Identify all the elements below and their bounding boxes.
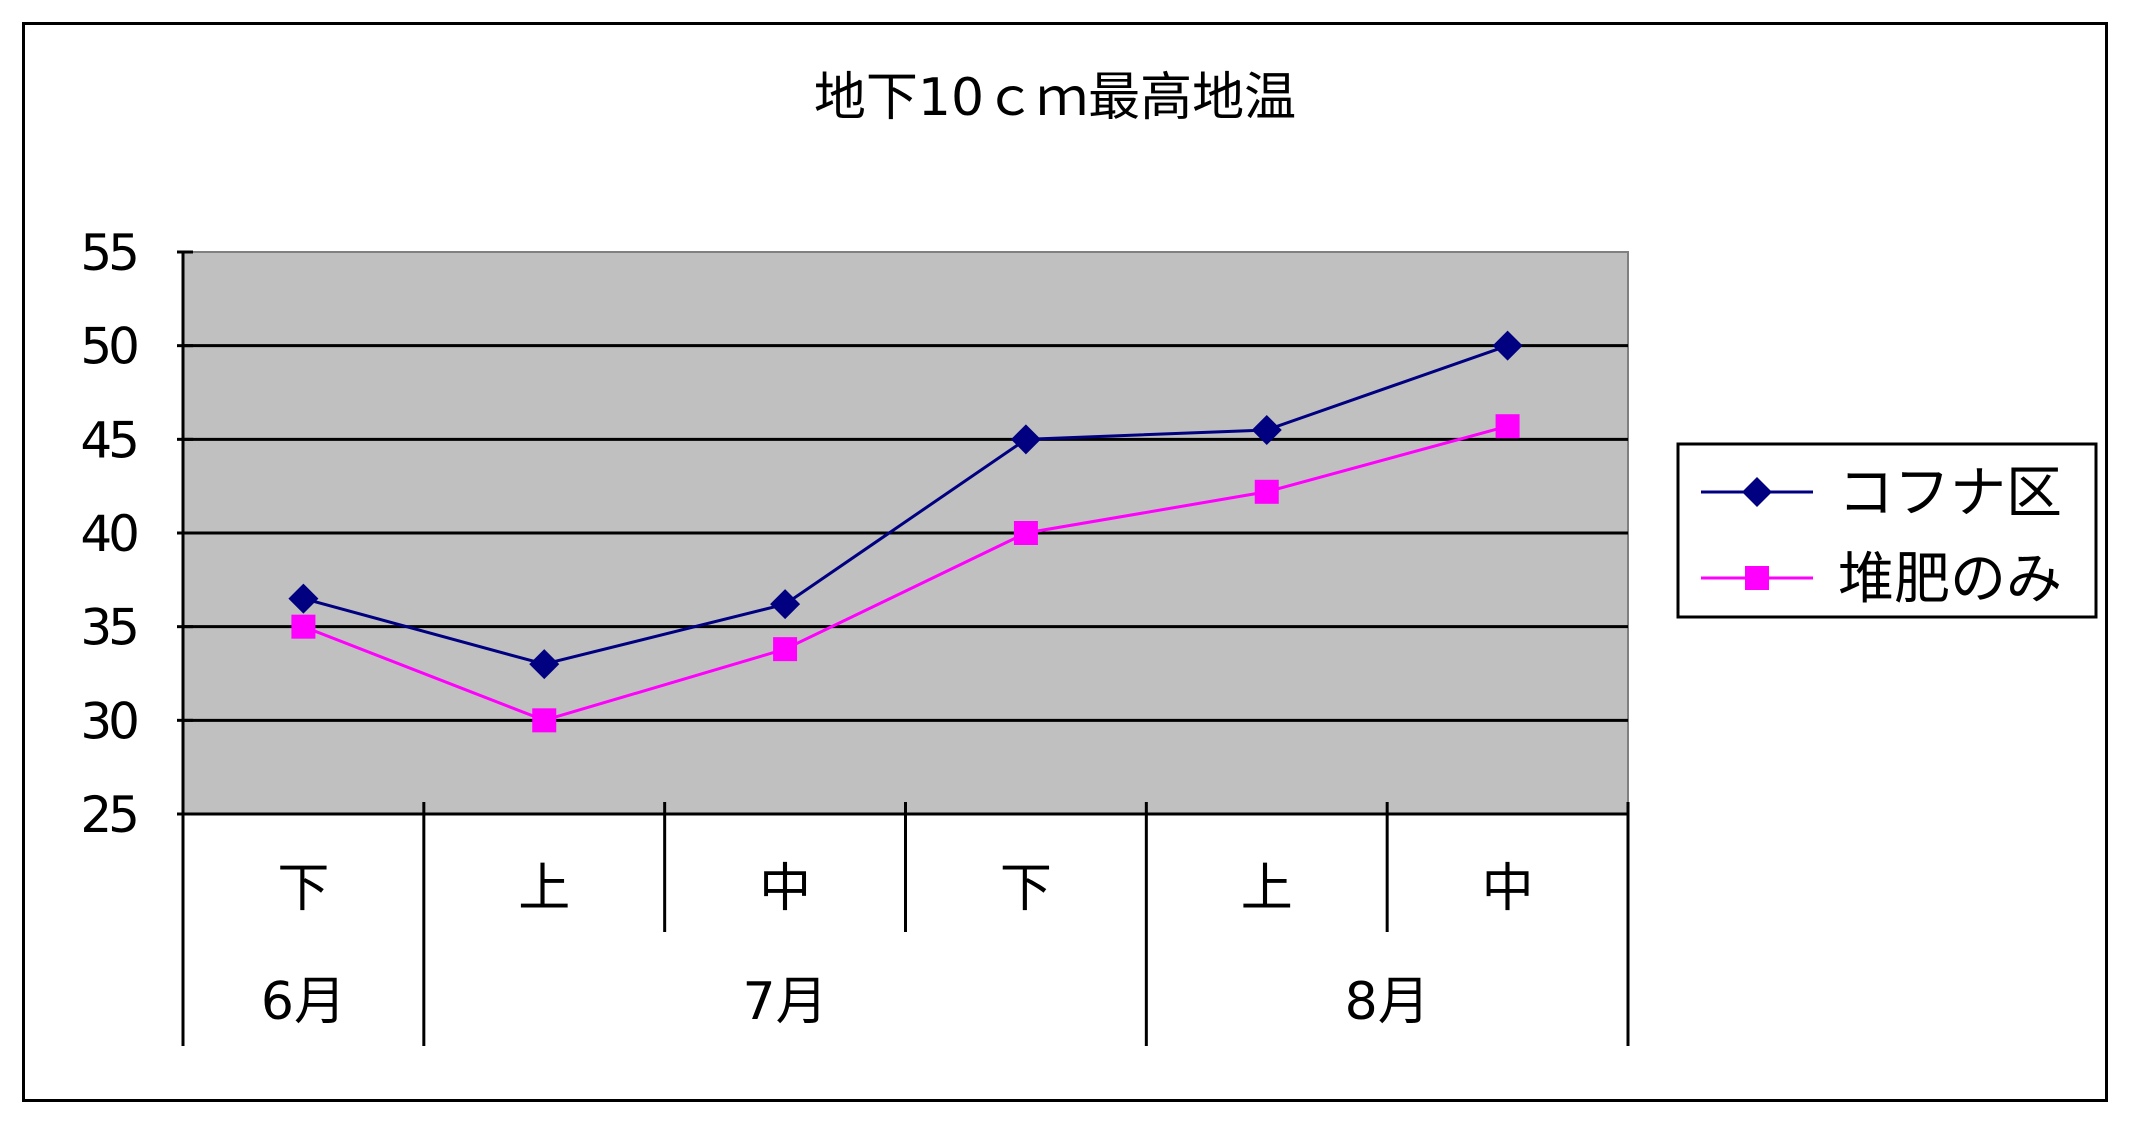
series-square: [291, 414, 1520, 733]
series-diamond: [288, 330, 1523, 680]
data-point-diamond: [288, 583, 319, 614]
data-point-square: [532, 708, 557, 733]
data-point-diamond: [1251, 414, 1282, 445]
x-tick-label: 上: [1241, 859, 1293, 919]
series-line: [302, 424, 1508, 722]
y-tick-label: 35: [80, 599, 136, 657]
data-point-square: [773, 637, 798, 662]
x-group-label: 6月: [261, 972, 346, 1032]
legend-label: コフナ区: [1838, 461, 2062, 526]
y-tick-label: 55: [80, 224, 136, 282]
legend-marker-square: [1745, 566, 1769, 590]
x-group-label: 8月: [1345, 972, 1430, 1032]
chart-title: 地下10ｃｍ最高地温: [814, 68, 1296, 128]
data-point-diamond: [770, 589, 801, 620]
x-tick-label: 下: [277, 859, 329, 919]
x-tick-label: 下: [1000, 859, 1052, 919]
x-tick-label: 中: [1482, 859, 1534, 919]
series-layer: [288, 330, 1523, 733]
x-axis: 下 上 中 下 上 中 6月 7月 8月: [181, 802, 1630, 1046]
y-axis: 25 30 35 40 45 50 55: [80, 224, 193, 844]
legend-marker-diamond: [1742, 477, 1772, 507]
gridlines: [183, 344, 1628, 722]
data-point-square: [291, 614, 316, 639]
x-tick-label: 中: [759, 859, 811, 919]
data-point-diamond: [1010, 424, 1041, 455]
data-point-diamond: [1492, 330, 1523, 361]
x-tick-label: 上: [518, 859, 570, 919]
data-point-diamond: [529, 649, 560, 680]
y-tick-label: 25: [80, 786, 136, 844]
y-tick-label: 40: [80, 505, 137, 563]
series-line: [303, 344, 1509, 666]
y-tick-label: 30: [80, 692, 137, 750]
legend-label: 堆肥のみ: [1838, 547, 2062, 612]
data-point-square: [1013, 521, 1038, 545]
data-point-square: [1254, 479, 1279, 504]
y-tick-label: 50: [80, 318, 137, 376]
y-tick-label: 45: [80, 411, 136, 469]
data-point-square: [1495, 414, 1520, 439]
x-group-label: 7月: [743, 972, 828, 1032]
